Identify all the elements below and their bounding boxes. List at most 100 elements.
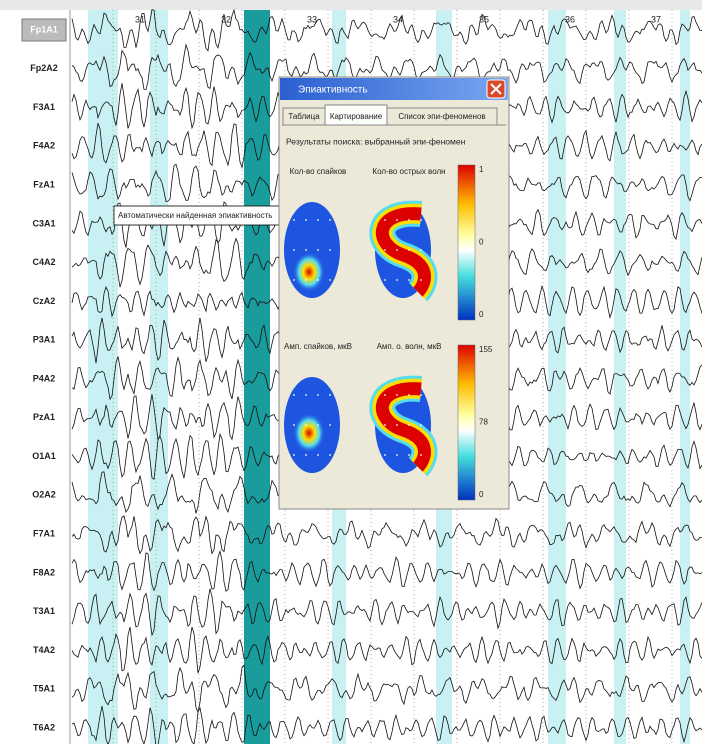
eeg-trace bbox=[71, 588, 702, 637]
electrode bbox=[384, 279, 386, 281]
channel-label[interactable]: F8A2 bbox=[33, 567, 55, 577]
electrode bbox=[396, 219, 398, 221]
electrode bbox=[384, 424, 386, 426]
electrode bbox=[396, 249, 398, 251]
electrode bbox=[396, 454, 398, 456]
ruler bbox=[0, 0, 702, 10]
tooltip: Автоматически найденная эпиактивность bbox=[113, 205, 293, 226]
map-band bbox=[375, 207, 431, 297]
selected-band bbox=[244, 10, 270, 744]
electrode bbox=[305, 454, 307, 456]
map-title: Кол-во спайков bbox=[290, 167, 347, 176]
electrode bbox=[305, 394, 307, 396]
channel-label[interactable]: Fp2A2 bbox=[30, 63, 58, 73]
electrode bbox=[293, 219, 295, 221]
label-column bbox=[0, 10, 70, 744]
brain-map: Кол-во спайков bbox=[284, 167, 346, 298]
scale-label: 78 bbox=[479, 418, 488, 427]
electrode bbox=[420, 249, 422, 251]
electrode bbox=[293, 394, 295, 396]
electrode bbox=[408, 279, 410, 281]
scale-label: 0 bbox=[479, 310, 484, 319]
electrode bbox=[293, 454, 295, 456]
electrode bbox=[396, 394, 398, 396]
tab-label[interactable]: Картирование bbox=[330, 112, 383, 121]
electrode bbox=[317, 394, 319, 396]
electrode bbox=[317, 249, 319, 251]
brain-map: Амп. о. волн, мкВ bbox=[369, 342, 441, 477]
electrode bbox=[420, 279, 422, 281]
channel-label[interactable]: PzA1 bbox=[33, 412, 55, 422]
electrode bbox=[293, 424, 295, 426]
channel-label[interactable]: FzA1 bbox=[33, 179, 55, 189]
electrode bbox=[329, 219, 331, 221]
tab-label[interactable]: Список эпи-феноменов bbox=[398, 112, 485, 121]
eeg-trace bbox=[71, 664, 702, 714]
electrode bbox=[329, 424, 331, 426]
electrode bbox=[305, 279, 307, 281]
channel-label[interactable]: CzA2 bbox=[33, 296, 56, 306]
electrode bbox=[329, 394, 331, 396]
electrode bbox=[317, 279, 319, 281]
highlight-band bbox=[548, 10, 566, 744]
time-mark: 37 bbox=[651, 14, 661, 24]
channel-label[interactable]: T5A1 bbox=[33, 684, 55, 694]
electrode bbox=[317, 454, 319, 456]
time-mark: 33 bbox=[307, 14, 317, 24]
electrode bbox=[329, 249, 331, 251]
channel-label[interactable]: O1A1 bbox=[32, 451, 56, 461]
channel-label[interactable]: F3A1 bbox=[33, 102, 55, 112]
brain-map: Амп. спайков, мкВ bbox=[284, 342, 352, 473]
electrode bbox=[293, 279, 295, 281]
electrode bbox=[396, 279, 398, 281]
electrode bbox=[293, 249, 295, 251]
scale-label: 1 bbox=[479, 165, 484, 174]
electrode bbox=[305, 219, 307, 221]
scale-label: 0 bbox=[479, 490, 484, 499]
map-spot bbox=[293, 252, 325, 292]
electrode bbox=[396, 424, 398, 426]
map-title: Кол-во острых волн bbox=[372, 167, 445, 176]
time-mark: 36 bbox=[565, 14, 575, 24]
electrode bbox=[384, 219, 386, 221]
color-scale bbox=[457, 344, 476, 501]
channel-label[interactable]: O2A2 bbox=[32, 490, 56, 500]
electrode bbox=[384, 249, 386, 251]
electrode bbox=[329, 454, 331, 456]
channel-label[interactable]: T4A2 bbox=[33, 645, 55, 655]
tab-label[interactable]: Таблица bbox=[288, 112, 320, 121]
electrode bbox=[408, 394, 410, 396]
electrode bbox=[420, 219, 422, 221]
electrode bbox=[329, 279, 331, 281]
tab[interactable] bbox=[386, 107, 498, 126]
electrode bbox=[420, 454, 422, 456]
time-mark: 32 bbox=[221, 14, 231, 24]
brain-map: Кол-во острых волн bbox=[369, 167, 446, 302]
electrode bbox=[305, 424, 307, 426]
electrode bbox=[317, 219, 319, 221]
channel-label[interactable]: T3A1 bbox=[33, 606, 55, 616]
eeg-trace bbox=[71, 626, 702, 674]
caption: Результаты поиска: выбранный эпи-феномен bbox=[286, 136, 466, 146]
highlight-band bbox=[680, 10, 690, 744]
channel-label[interactable]: P3A1 bbox=[33, 335, 56, 345]
dialog-title: Эпиактивность bbox=[298, 85, 368, 96]
channel-label[interactable]: F4A2 bbox=[33, 141, 55, 151]
channel-label[interactable]: C4A2 bbox=[32, 257, 55, 267]
highlight-band bbox=[88, 10, 118, 744]
time-mark: 31 bbox=[135, 14, 145, 24]
channel-label[interactable]: C3A1 bbox=[32, 218, 55, 228]
electrode bbox=[408, 219, 410, 221]
channel-label[interactable]: F7A1 bbox=[33, 528, 55, 538]
map-title: Амп. спайков, мкВ bbox=[284, 342, 352, 351]
scale-label: 155 bbox=[479, 345, 493, 354]
eeg-trace bbox=[71, 8, 702, 52]
channel-label[interactable]: P4A2 bbox=[33, 373, 56, 383]
electrode bbox=[420, 424, 422, 426]
time-mark: 34 bbox=[393, 14, 403, 24]
channel-label[interactable]: Fp1A1 bbox=[30, 24, 58, 34]
electrode bbox=[317, 424, 319, 426]
channel-label[interactable]: T6A2 bbox=[33, 722, 55, 732]
channel-selected bbox=[21, 18, 67, 42]
